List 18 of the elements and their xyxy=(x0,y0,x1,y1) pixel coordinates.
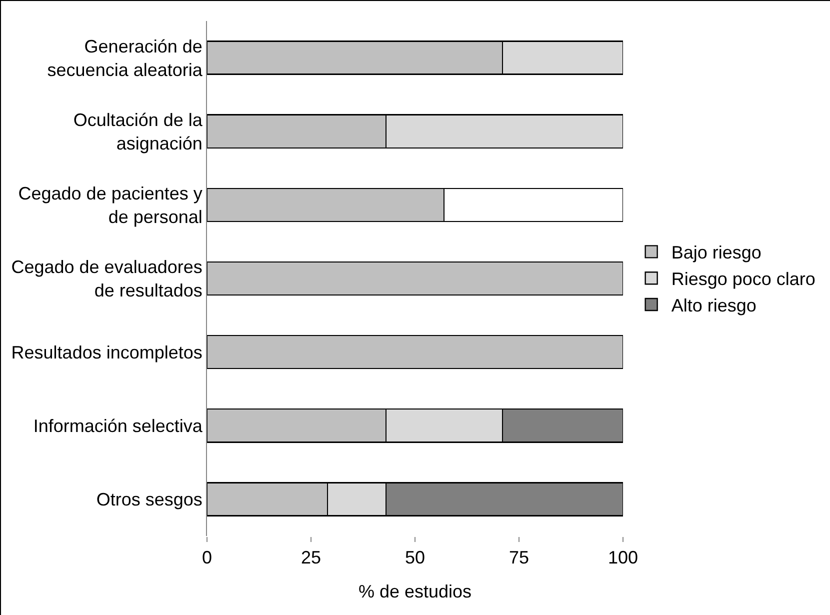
x-axis-title: % de estudios xyxy=(358,582,472,602)
y-tick-label: Cegado de pacientes y de personal xyxy=(18,184,202,227)
y-tick-label: Cegado de evaluadores de resultados xyxy=(11,257,202,300)
y-tick-label: Otros sesgos xyxy=(96,490,202,510)
y-tick-label: Ocultación de la asignación xyxy=(73,110,204,154)
x-tick-label: 50 xyxy=(404,548,426,568)
x-tick-label: 75 xyxy=(508,548,530,568)
x-tick-label: 100 xyxy=(608,548,638,568)
bar xyxy=(207,334,623,370)
legend-label: Riesgo poco claro xyxy=(671,269,816,290)
x-tick-label: 25 xyxy=(300,548,322,568)
bar xyxy=(207,261,623,296)
y-tick-label: Resultados incompletos xyxy=(11,342,202,362)
y-tick-label: Información selectiva xyxy=(33,416,204,436)
legend-label: Alto riesgo xyxy=(671,296,756,316)
y-tick-label: Generación de secuencia aleatoria xyxy=(47,36,204,80)
x-tick-label: 0 xyxy=(202,548,212,568)
legend-label: Bajo riesgo xyxy=(671,242,762,263)
